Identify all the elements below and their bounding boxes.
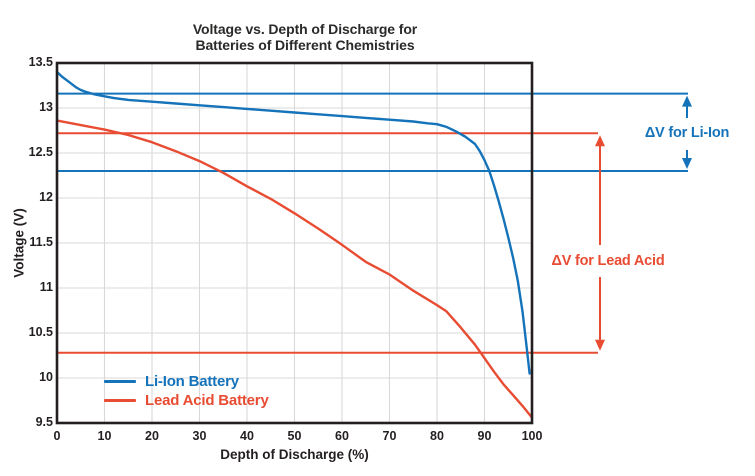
- y-tick-label: 10: [39, 370, 53, 384]
- x-tick-label: 100: [521, 429, 543, 443]
- series-line-lead-acid: [55, 119, 534, 419]
- plot-border: [55, 61, 534, 425]
- chart-title: Voltage vs. Depth of Discharge for Batte…: [70, 21, 540, 53]
- y-tick-label: 11: [39, 280, 53, 294]
- arrow-head-down-icon: [682, 158, 692, 169]
- legend-item-li-ion: Li-Ion Battery: [104, 372, 269, 391]
- y-tick-label: 10.5: [28, 325, 53, 339]
- y-tick-label: 12: [39, 190, 53, 204]
- delta-v-lead-acid-annotation: ΔV for Lead Acid: [551, 253, 665, 269]
- x-tick-label: 70: [382, 429, 397, 443]
- x-tick-label: 10: [97, 429, 112, 443]
- x-tick-label: 50: [287, 429, 302, 443]
- legend-label-li-ion: Li-Ion Battery: [145, 373, 239, 390]
- y-tick-label: 13: [39, 100, 53, 114]
- arrow-head-up-icon: [682, 95, 692, 107]
- arrow-head-up-icon: [595, 135, 605, 147]
- y-tick-label: 12.5: [28, 145, 53, 159]
- lead-acid-line-swatch: [104, 399, 136, 402]
- li-ion-line-swatch: [104, 380, 136, 383]
- chart-title-line-2: Batteries of Different Chemistries: [195, 37, 415, 53]
- x-tick-label: 90: [477, 429, 492, 443]
- x-axis-title: Depth of Discharge (%): [220, 447, 369, 462]
- legend-item-lead-acid: Lead Acid Battery: [104, 391, 269, 410]
- chart-title-line-1: Voltage vs. Depth of Discharge for: [192, 21, 418, 37]
- legend: Li-Ion Battery Lead Acid Battery: [104, 372, 269, 410]
- series-line-li-ion: [55, 70, 531, 375]
- x-tick-label: 0: [53, 429, 61, 443]
- x-tick-label: 80: [430, 429, 444, 443]
- y-tick-label: 9.5: [35, 415, 53, 429]
- y-tick-label: 11.5: [29, 235, 53, 249]
- x-tick-label: 40: [240, 429, 254, 443]
- x-tick-label: 60: [335, 429, 349, 443]
- y-tick-label: 13.5: [28, 55, 53, 69]
- delta-v-li-ion-annotation: ΔV for Li-Ion: [644, 125, 730, 141]
- x-tick-label: 20: [145, 429, 159, 443]
- arrow-head-down-icon: [595, 339, 605, 351]
- legend-label-lead-acid: Lead Acid Battery: [145, 392, 269, 409]
- x-tick-label: 30: [192, 429, 207, 443]
